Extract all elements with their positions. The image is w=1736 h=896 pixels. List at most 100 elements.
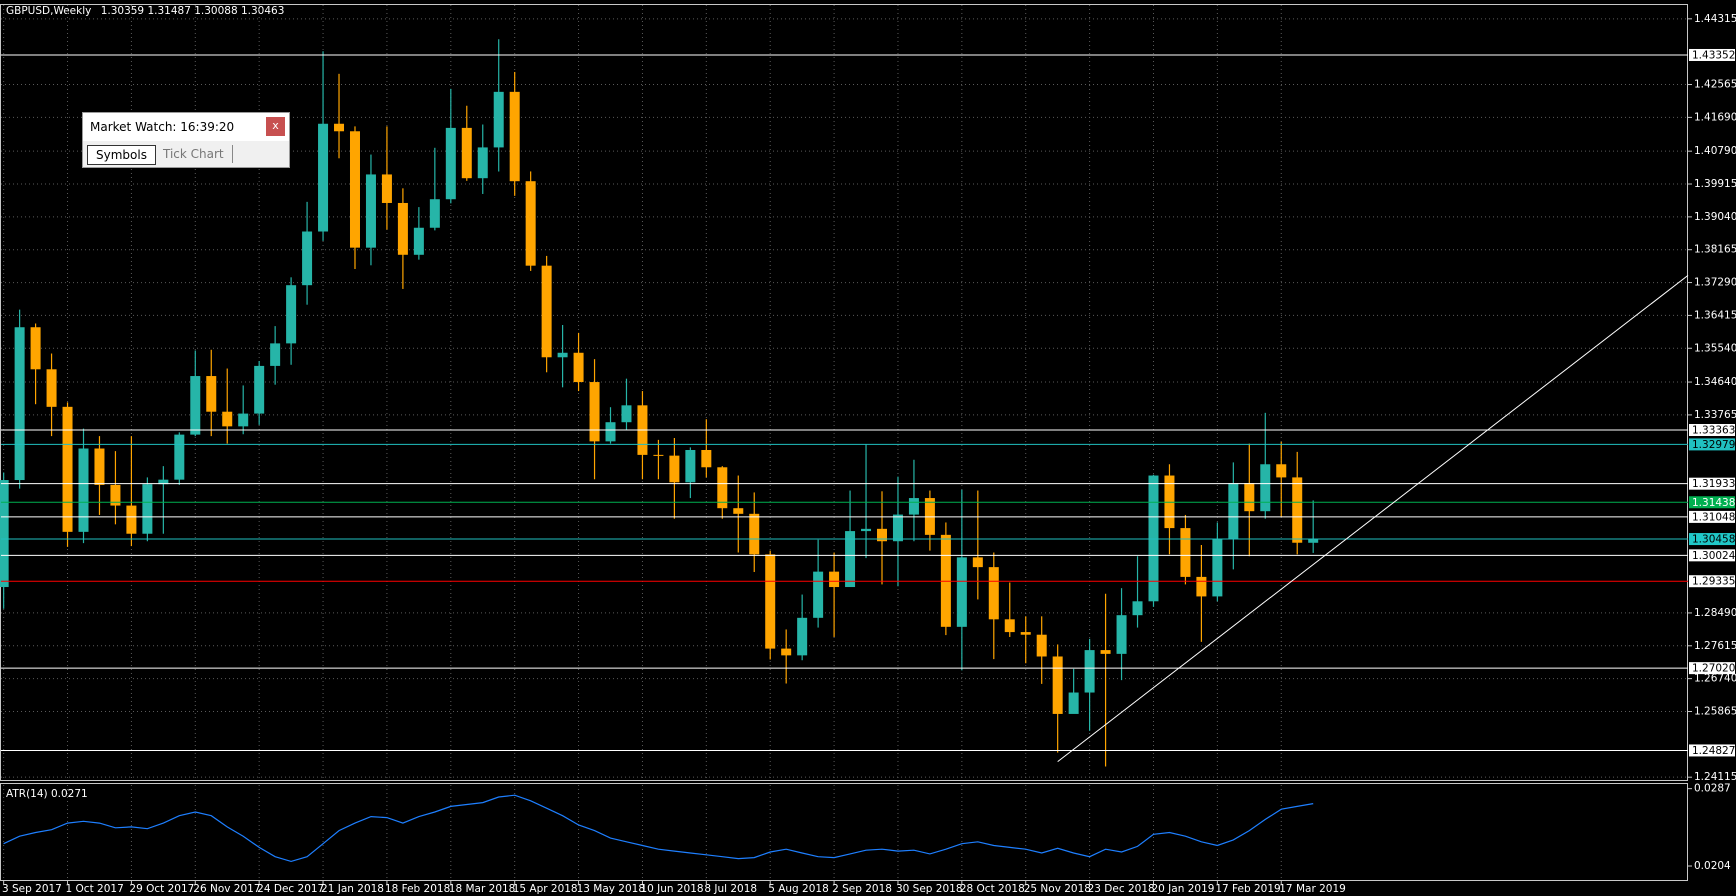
candle-body xyxy=(1004,619,1015,633)
candle-body xyxy=(972,557,983,568)
price-label-box xyxy=(1689,496,1735,509)
x-tick-label: 18 Feb 2018 xyxy=(385,883,450,895)
price-label-box xyxy=(1689,438,1735,451)
candle-body xyxy=(605,422,616,442)
candle-body xyxy=(429,199,440,228)
x-tick-label: 30 Sep 2018 xyxy=(896,883,963,895)
symbol-title: GBPUSD,Weekly xyxy=(6,5,91,17)
trendline xyxy=(1057,274,1689,763)
candle-body xyxy=(749,513,760,555)
candle-body xyxy=(334,123,345,132)
candle-body xyxy=(861,528,872,532)
last-close: 1.30463 xyxy=(241,5,284,17)
candle-body xyxy=(1068,692,1079,714)
candle-body xyxy=(956,557,967,627)
price-label-box xyxy=(1689,533,1735,546)
window-title: Market Watch: 16:39:20 xyxy=(90,120,235,134)
candle-body xyxy=(397,202,408,255)
y2-tick-label: 0.0204 xyxy=(1694,860,1731,872)
candle-body xyxy=(557,352,568,358)
y-tick-label: 1.44315 xyxy=(1694,13,1736,25)
candle-body xyxy=(653,454,664,456)
last-high: 1.31487 xyxy=(147,5,190,17)
candle-body xyxy=(541,265,552,358)
candle-body xyxy=(525,181,536,266)
y-tick-label: 1.37290 xyxy=(1694,277,1736,289)
price-label: 1.31048 xyxy=(1692,511,1735,523)
candle-body xyxy=(461,127,472,179)
y-tick-label: 1.34640 xyxy=(1694,376,1736,388)
candle-body xyxy=(701,450,712,468)
x-tick-label: 28 Oct 2018 xyxy=(960,883,1025,895)
x-tick-label: 20 Jan 2019 xyxy=(1151,883,1214,895)
candle-body xyxy=(892,514,903,542)
y-tick-label: 1.28490 xyxy=(1694,607,1736,619)
price-label: 1.43352 xyxy=(1692,49,1735,61)
candle-body xyxy=(445,127,456,200)
x-tick-label: 25 Nov 2018 xyxy=(1024,883,1091,895)
candle-body xyxy=(254,365,265,414)
y-tick-label: 1.33765 xyxy=(1694,409,1736,421)
candle-body xyxy=(1276,464,1287,478)
price-label: 1.30458 xyxy=(1692,534,1735,546)
price-label: 1.27020 xyxy=(1692,663,1735,675)
price-label-box xyxy=(1689,662,1735,675)
candle-body xyxy=(781,648,792,656)
atr-label: ATR(14) 0.0271 xyxy=(6,788,88,800)
x-tick-label: 8 Jul 2018 xyxy=(704,883,757,895)
x-tick-label: 2 Sep 2018 xyxy=(832,883,892,895)
candle-body xyxy=(1308,538,1319,543)
candle-body xyxy=(1132,601,1143,616)
candle-body xyxy=(1116,615,1127,654)
x-tick-label: 3 Sep 2017 xyxy=(2,883,62,895)
candle-body xyxy=(509,91,520,182)
candle-body xyxy=(1180,528,1191,577)
candle-body xyxy=(0,480,9,588)
candle-body xyxy=(286,285,297,344)
candle-body xyxy=(413,227,424,255)
y-tick-label: 1.42565 xyxy=(1694,79,1736,91)
atr-name: ATR(14) xyxy=(6,788,48,800)
tab-bar: Symbols Tick Chart xyxy=(85,145,287,165)
candle-body xyxy=(908,498,919,515)
y-tick-label: 1.39040 xyxy=(1694,211,1736,223)
price-label-box xyxy=(1689,510,1735,523)
y-tick-label: 1.27615 xyxy=(1694,640,1736,652)
price-label-box xyxy=(1689,477,1735,490)
x-tick-label: 21 Jan 2018 xyxy=(321,883,384,895)
candle-body xyxy=(669,455,680,483)
candle-body xyxy=(813,571,824,618)
candle-body xyxy=(1244,483,1255,512)
candle-body xyxy=(589,382,600,442)
candle-body xyxy=(190,376,201,435)
candle-body xyxy=(349,131,360,248)
candle-body xyxy=(302,231,313,286)
candle-body xyxy=(270,343,281,366)
candle-body xyxy=(318,123,329,232)
close-button[interactable]: x xyxy=(266,117,285,136)
candle-body xyxy=(78,448,89,532)
y-tick-label: 1.35540 xyxy=(1694,342,1736,354)
market-watch-window[interactable]: Market Watch: 16:39:20 x Symbols Tick Ch… xyxy=(82,112,290,168)
candle-body xyxy=(1084,650,1095,693)
y-tick-label: 1.39915 xyxy=(1694,178,1736,190)
price-label: 1.33363 xyxy=(1692,424,1735,436)
y2-tick-label: 0.0287 xyxy=(1694,783,1731,795)
tab[interactable]: Tick Chart xyxy=(155,145,233,163)
tab[interactable]: Symbols xyxy=(87,145,156,165)
y-tick-label: 1.40790 xyxy=(1694,145,1736,157)
price-label-box xyxy=(1689,423,1735,436)
candle-body xyxy=(174,434,185,480)
candle-body xyxy=(94,448,105,485)
indicator-line xyxy=(3,794,1314,863)
x-tick-label: 5 Aug 2018 xyxy=(768,883,829,895)
candle-body xyxy=(46,369,57,407)
candle-body xyxy=(206,376,217,412)
candle-body xyxy=(222,411,233,427)
title-bar: Market Watch: 16:39:20 x xyxy=(83,113,289,141)
candle-body xyxy=(1228,483,1239,540)
y-tick-label: 1.24115 xyxy=(1694,771,1736,783)
price-label-box xyxy=(1689,48,1735,61)
candle-body xyxy=(142,484,153,534)
